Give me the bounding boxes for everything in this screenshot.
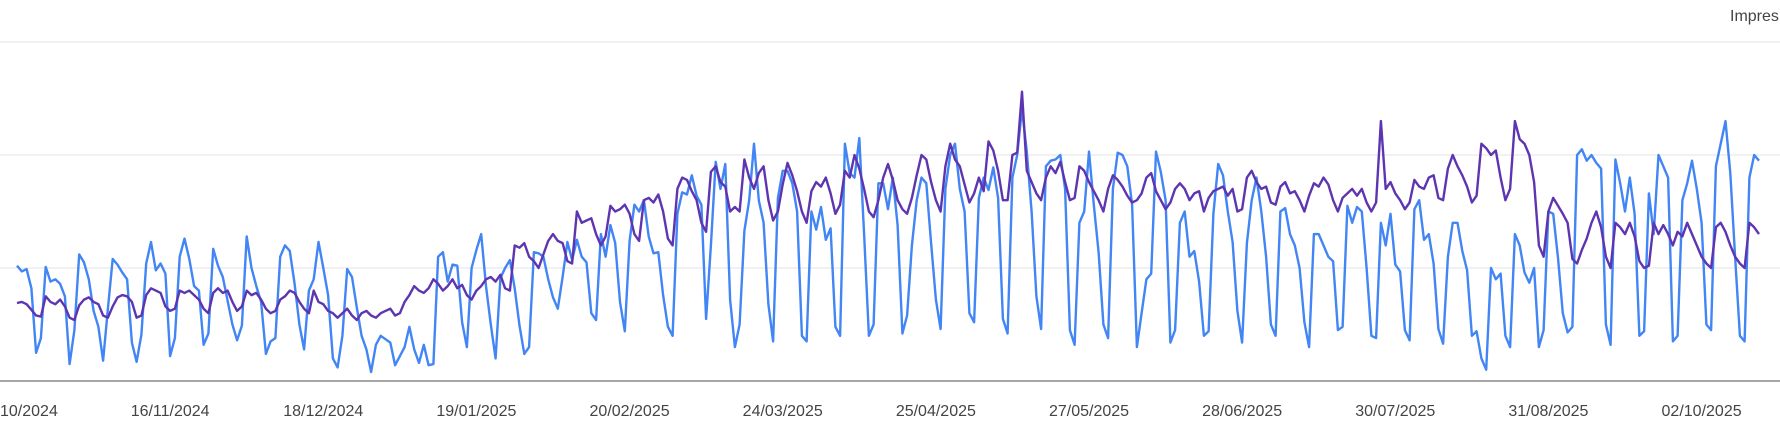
axis-label: Impres xyxy=(1730,8,1779,25)
x-tick-label: 02/10/2025 xyxy=(1662,403,1742,420)
x-tick-label: 18/12/2024 xyxy=(283,403,363,420)
x-tick-label: 31/08/2025 xyxy=(1508,403,1588,420)
x-tick-label: 30/07/2025 xyxy=(1355,403,1435,420)
x-tick-label: 19/01/2025 xyxy=(436,403,516,420)
x-tick-label: 16/11/2024 xyxy=(131,403,210,420)
series-line xyxy=(16,107,1760,374)
x-tick-label: 28/06/2025 xyxy=(1202,403,1282,420)
x-tick-label: 24/03/2025 xyxy=(743,403,823,420)
x-tick-label: 20/02/2025 xyxy=(590,403,670,420)
x-tick-label: 10/2024 xyxy=(0,403,58,420)
x-tick-label: 25/04/2025 xyxy=(896,403,976,420)
x-tick-label: 27/05/2025 xyxy=(1049,403,1129,420)
series-line xyxy=(16,90,1760,322)
